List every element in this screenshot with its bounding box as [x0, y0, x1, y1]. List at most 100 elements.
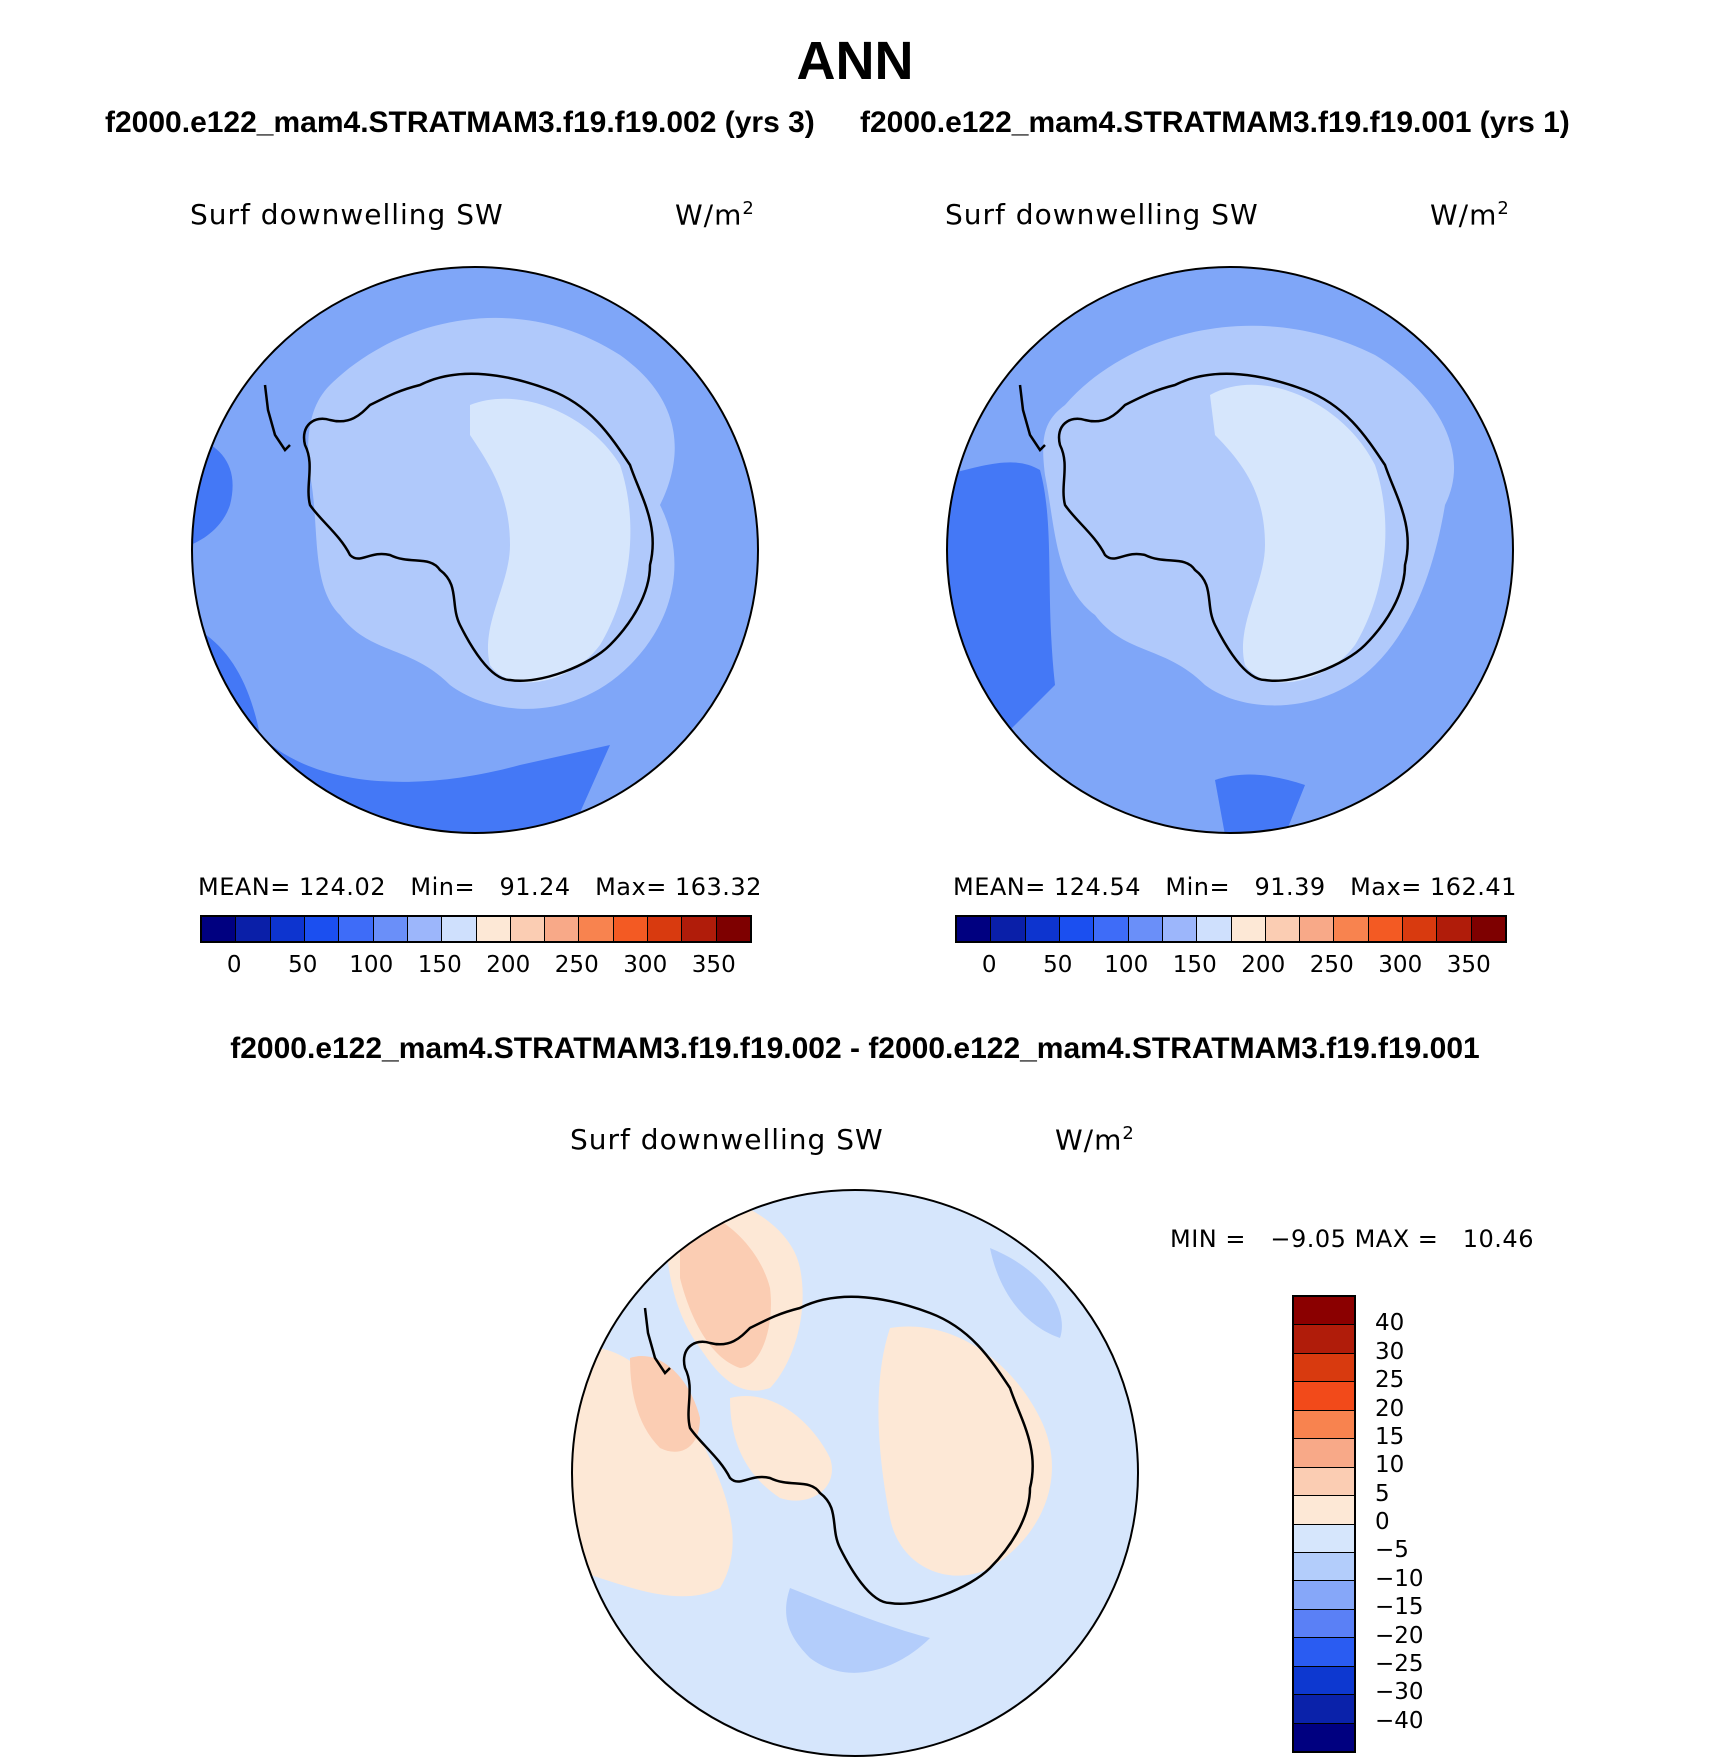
right-min-value: 91.39 — [1254, 873, 1326, 901]
difference-polar-map — [571, 1189, 1139, 1757]
left-colorbar-swatch — [373, 917, 408, 941]
diff-colorbar-tick-label: 30 — [1375, 1338, 1405, 1365]
diff-colorbar-swatch — [1294, 1723, 1354, 1751]
diff-colorbar-swatch — [1294, 1695, 1354, 1724]
left-colorbar-tick-label: 0 — [226, 952, 242, 978]
diff-colorbar-tick-label: 15 — [1375, 1423, 1405, 1450]
right-colorbar — [955, 915, 1507, 943]
right-plateau-zone — [1210, 384, 1386, 683]
right-run-header: f2000.e122_mam4.STRATMAM3.f19.f19.001 (y… — [860, 106, 1570, 139]
right-colorbar-swatch — [1265, 917, 1301, 941]
left-map-border — [191, 266, 759, 834]
diff-colorbar-tick-label: 20 — [1375, 1395, 1405, 1422]
diff-colorbar-tick-label: −5 — [1375, 1537, 1409, 1564]
left-colorbar-swatch — [236, 917, 271, 941]
left-colorbar-swatch — [270, 917, 305, 941]
left-coastline — [302, 372, 654, 683]
diff-colorbar-swatch — [1294, 1325, 1354, 1354]
diff-panel-variable-title: Surf downwelling SW — [570, 1123, 884, 1156]
diff-colorbar-tick-label: 0 — [1375, 1509, 1390, 1535]
left-colorbar-tick-label: 250 — [554, 952, 599, 978]
right-colorbar-swatch — [1197, 917, 1232, 941]
left-panel-units: W/m2 — [675, 198, 755, 232]
left-panel-variable-title: Surf downwelling SW — [190, 198, 504, 231]
right-colorbar-tick-label: 0 — [981, 952, 997, 978]
diff-colorbar-tick-label: −10 — [1375, 1565, 1424, 1592]
diff-colorbar-tick-label: −15 — [1375, 1594, 1424, 1621]
difference-header: f2000.e122_mam4.STRATMAM3.f19.f19.002 - … — [230, 1032, 1480, 1065]
diff-coastline — [682, 1295, 1034, 1606]
left-colorbar-swatch — [407, 917, 443, 941]
right-colorbar-swatch — [1231, 917, 1266, 941]
left-plateau-zone — [470, 398, 631, 683]
diff-colorbar-ticks: 40 30 25 20 15 10 5 0 −5 −10 −15 −20 −25 −30 −40 — [1375, 1295, 1455, 1749]
left-panel-stats: MEAN= 124.02 Min= 91.24 Max= 163.32 — [198, 873, 762, 901]
right-colorbar-tick-label: 250 — [1309, 952, 1354, 978]
diff-map-border — [571, 1189, 1139, 1757]
diff-positive-east — [878, 1326, 1052, 1576]
right-colorbar-swatch — [1334, 917, 1369, 941]
left-colorbar-swatch — [339, 917, 374, 941]
diff-colorbar-swatch — [1294, 1353, 1354, 1383]
left-colorbar-swatch — [613, 917, 649, 941]
left-colorbar-swatch — [579, 917, 614, 941]
right-colorbar-tick-label: 100 — [1104, 952, 1149, 978]
diff-colorbar-swatch — [1294, 1666, 1354, 1696]
left-colorbar-swatch — [545, 917, 580, 941]
left-min-value: 91.24 — [499, 873, 571, 901]
diff-min-value: −9.05 — [1270, 1225, 1347, 1253]
left-colorbar-tick-label: 200 — [486, 952, 531, 978]
left-colorbar-swatch — [682, 917, 717, 941]
diff-max-value: 10.46 — [1462, 1225, 1534, 1253]
diff-colorbar-tick-label: −30 — [1375, 1679, 1424, 1706]
diff-colorbar-tick-label: 40 — [1375, 1310, 1405, 1337]
right-panel-units: W/m2 — [1430, 198, 1510, 232]
right-colorbar-tick-label: 200 — [1241, 952, 1286, 978]
left-colorbar-tick-label: 150 — [417, 952, 462, 978]
diff-colorbar-swatch — [1294, 1496, 1354, 1525]
right-panel-stats: MEAN= 124.54 Min= 91.39 Max= 162.41 — [953, 873, 1517, 901]
diff-positive-west — [572, 1346, 733, 1597]
right-polar-map — [946, 266, 1514, 834]
right-colorbar-swatch — [1471, 917, 1505, 941]
left-colorbar-tick-label: 300 — [623, 952, 668, 978]
diff-colorbar-swatch — [1294, 1581, 1354, 1610]
right-colorbar-swatch — [1094, 917, 1129, 941]
right-colorbar-swatch — [957, 917, 992, 941]
diff-colorbar-swatch — [1294, 1297, 1354, 1326]
right-map-border — [946, 266, 1514, 834]
diff-colorbar — [1292, 1295, 1356, 1753]
left-colorbar-tick-label: 50 — [288, 952, 318, 978]
left-colorbar-swatch — [442, 917, 477, 941]
diff-colorbar-tick-label: −20 — [1375, 1622, 1424, 1649]
right-colorbar-swatch — [1368, 917, 1404, 941]
diff-colorbar-tick-label: 5 — [1375, 1480, 1390, 1507]
left-colorbar-swatch — [476, 917, 511, 941]
left-colorbar-swatch — [510, 917, 546, 941]
right-colorbar-swatch — [1162, 917, 1198, 941]
left-colorbar-swatch — [716, 917, 750, 941]
left-mean-value: 124.02 — [299, 873, 386, 901]
diff-colorbar-tick-label: −40 — [1375, 1707, 1424, 1734]
left-colorbar-tick-label: 350 — [691, 952, 736, 978]
left-colorbar-swatch — [304, 917, 340, 941]
diff-colorbar-tick-label: −25 — [1375, 1650, 1424, 1677]
diff-negative-south — [786, 1588, 930, 1673]
right-colorbar-tick-label: 50 — [1043, 952, 1073, 978]
diff-colorbar-tick-label: 25 — [1375, 1367, 1405, 1394]
right-colorbar-swatch — [991, 917, 1026, 941]
left-run-header: f2000.e122_mam4.STRATMAM3.f19.f19.002 (y… — [105, 106, 815, 139]
right-colorbar-swatch — [1403, 917, 1438, 941]
diff-panel-stats: MIN = −9.05 MAX = 10.46 — [1170, 1225, 1534, 1253]
right-colorbar-swatch — [1300, 917, 1335, 941]
right-colorbar-tick-label: 300 — [1378, 952, 1423, 978]
diff-colorbar-swatch — [1294, 1382, 1354, 1411]
diff-colorbar-swatch — [1294, 1410, 1354, 1440]
right-colorbar-swatch — [1059, 917, 1095, 941]
diff-colorbar-tick-label: 10 — [1375, 1452, 1405, 1479]
diff-colorbar-swatch — [1294, 1609, 1354, 1639]
diff-panel-units: W/m2 — [1055, 1123, 1135, 1157]
diff-colorbar-swatch — [1294, 1552, 1354, 1582]
left-max-value: 163.32 — [674, 873, 762, 901]
right-colorbar-tick-label: 150 — [1172, 952, 1217, 978]
